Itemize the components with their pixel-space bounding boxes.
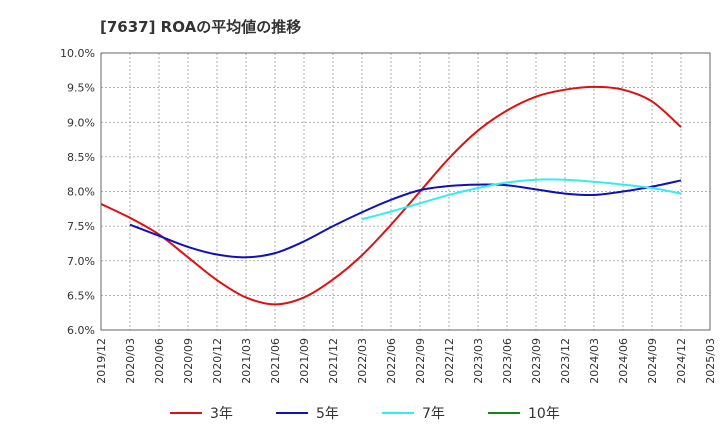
y-tick-label: 8.0%: [67, 186, 95, 199]
x-tick-label: 2022/06: [385, 338, 398, 384]
x-tick-label: 2023/12: [559, 338, 572, 384]
x-tick-label: 2020/12: [211, 338, 224, 384]
y-tick-label: 10.0%: [60, 47, 95, 60]
x-tick-label: 2021/12: [327, 338, 340, 384]
x-tick-label: 2020/09: [182, 338, 195, 384]
x-tick-label: 2024/12: [675, 338, 688, 384]
y-tick-label: 7.0%: [67, 255, 95, 268]
series-line-3: [361, 178, 682, 221]
y-tick-label: 6.5%: [67, 289, 95, 302]
x-tick-label: 2024/06: [617, 338, 630, 384]
x-tick-label: 2025/03: [704, 338, 717, 384]
x-tick-label: 2024/03: [588, 338, 601, 384]
y-tick-label: 9.5%: [67, 82, 95, 95]
x-tick-label: 2021/03: [240, 338, 253, 384]
x-tick-label: 2022/09: [414, 338, 427, 384]
x-tick-label: 2023/03: [472, 338, 485, 384]
legend-label: 10年: [528, 406, 560, 422]
legend: 3年 5年 7年 10年: [170, 406, 560, 422]
x-tick-label: 2021/09: [298, 338, 311, 384]
y-tick-label: 7.5%: [67, 220, 95, 233]
x-tick-label: 2021/06: [269, 338, 282, 384]
x-axis: 2019/12 2020/03 2020/06 2020/09 2020/12 2021/…: [95, 338, 717, 384]
x-tick-label: 2022/12: [443, 338, 456, 384]
y-tick-label: 9.0%: [67, 116, 95, 129]
x-tick-label: 2019/12: [95, 338, 108, 384]
y-axis: 6.0% 6.5% 7.0% 7.5% 8.0% 8.5% 9.0% 9.5% 10.0%: [60, 47, 95, 337]
y-tick-label: 6.0%: [67, 324, 95, 337]
x-tick-label: 2020/06: [153, 338, 166, 384]
legend-label: 3年: [210, 406, 233, 422]
plot-frame: [100, 52, 711, 331]
x-tick-label: 2023/09: [530, 338, 543, 384]
x-tick-label: 2020/03: [124, 338, 137, 384]
y-tick-label: 8.5%: [67, 151, 95, 164]
x-tick-label: 2022/03: [356, 338, 369, 384]
x-tick-label: 2023/06: [501, 338, 514, 384]
series-line-1: [100, 85, 682, 306]
series-line-2: [129, 179, 682, 259]
chart-title: [7637] ROAの平均値の推移: [100, 18, 301, 36]
legend-label: 7年: [422, 406, 445, 422]
x-tick-label: 2024/09: [646, 338, 659, 384]
series-layer: [100, 85, 682, 306]
legend-label: 5年: [316, 406, 339, 422]
